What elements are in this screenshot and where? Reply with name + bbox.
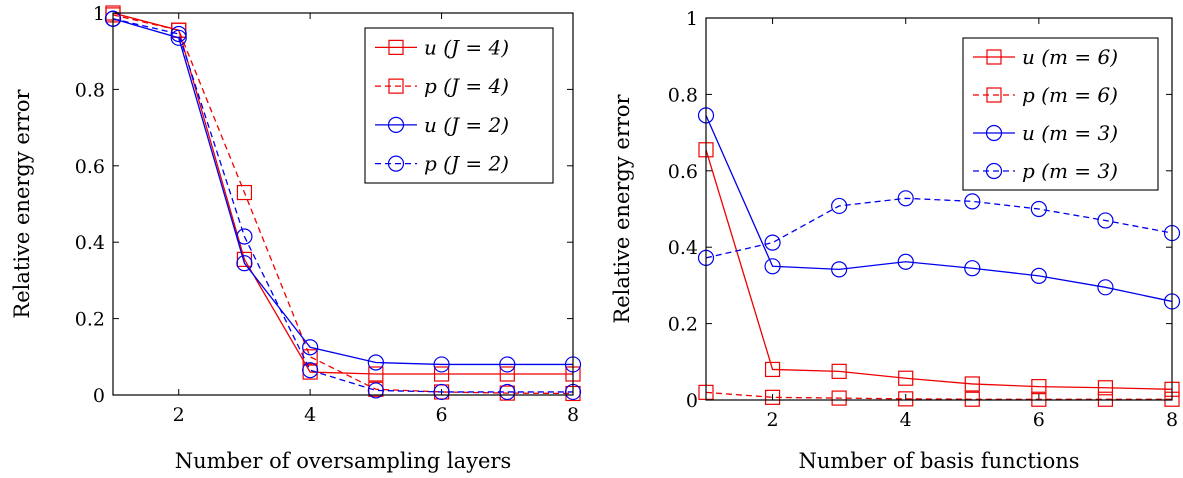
legend-swatch-marker (388, 39, 404, 55)
data-point (433, 383, 450, 401)
data-point (170, 25, 187, 43)
x-tick-label: 2 (767, 409, 779, 431)
data-point (1031, 391, 1047, 407)
data-point (831, 363, 847, 379)
data-point (1097, 279, 1114, 296)
series-line (705, 149, 1173, 390)
legend: u (J = 4) p (J = 4) u (J = 2) p (J = 2) (364, 27, 554, 184)
series-line (705, 391, 1172, 400)
y-tick-label: 0.6 (668, 161, 698, 183)
series-line (112, 18, 573, 366)
x-tick-label: 4 (900, 409, 912, 431)
data-point (964, 260, 981, 277)
y-tick-label: 1 (686, 8, 698, 30)
legend-entry-label: p (m = 6) (1022, 83, 1118, 107)
data-point (170, 29, 187, 46)
data-point (764, 361, 781, 378)
data-point (367, 354, 384, 371)
data-point (764, 234, 781, 251)
series-line (112, 18, 573, 393)
x-axis-label: Number of oversampling layers (175, 449, 512, 473)
data-point (964, 376, 980, 392)
legend-entry-label: p (m = 3) (1022, 159, 1118, 183)
data-point (1030, 267, 1047, 284)
data-point (499, 383, 516, 401)
y-tick-label: 0 (93, 385, 105, 407)
series-p-m-3- (697, 190, 1181, 266)
legend-box (962, 37, 1159, 191)
data-point (831, 197, 848, 215)
data-point (433, 356, 450, 373)
data-point (964, 391, 980, 407)
series-p-m-6- (698, 384, 1180, 407)
data-point (236, 228, 253, 245)
data-point (302, 339, 319, 356)
data-point (964, 193, 981, 210)
data-point (368, 366, 384, 382)
x-tick-label: 8 (567, 404, 579, 426)
y-tick-label: 0.2 (75, 309, 105, 331)
legend-swatch-marker (985, 124, 1003, 142)
data-point (367, 382, 384, 399)
legend-swatch-marker (388, 78, 404, 94)
legend-swatch-marker (387, 116, 405, 133)
legend-swatch-marker (387, 155, 405, 172)
data-point (302, 349, 318, 365)
plot-frame (112, 12, 574, 396)
y-tick-label: 0.6 (75, 156, 105, 178)
legend: u (m = 6) p (m = 6) u (m = 3) p (m = 3) (962, 37, 1159, 191)
y-tick-label: 0.4 (668, 237, 698, 259)
x-axis-label: Number of basis functions (798, 449, 1079, 473)
data-point (236, 255, 253, 272)
data-point (236, 184, 253, 201)
y-tick-label: 0.8 (75, 79, 105, 101)
legend-entry-label: u (J = 4) (424, 35, 509, 59)
data-point (499, 366, 515, 382)
legend-entry-label: p (J = 2) (424, 152, 509, 176)
y-tick-label: 0 (686, 390, 698, 412)
legend-entry-label: u (J = 2) (424, 113, 509, 137)
legend-swatch-marker (986, 87, 1002, 103)
data-point (1097, 380, 1114, 396)
series-line (705, 115, 1173, 303)
series-line (705, 197, 1173, 259)
data-point (898, 370, 914, 386)
y-tick-label: 1 (93, 3, 105, 25)
x-tick-label: 6 (436, 404, 448, 426)
left-chart-oversampling-layers: 2 4 6 8 0 0.2 0.4 0.6 0.8 1 Number of oversampling… (10, 3, 582, 473)
y-tick-label: 0.8 (668, 84, 698, 106)
y-tick-label: 0.2 (668, 314, 698, 336)
right-chart-basis-functions: 2 4 6 8 0 0.2 0.4 0.6 0.8 1 Number of basis functi… (610, 8, 1181, 473)
plot-frame (705, 17, 1173, 401)
legend-swatch-marker (985, 162, 1003, 180)
data-point (898, 391, 914, 407)
series-line (112, 14, 574, 395)
legend-entry-label: u (m = 6) (1022, 45, 1118, 69)
data-point (831, 261, 848, 278)
data-point (897, 253, 914, 270)
y-axis-label: Relative energy error (10, 88, 34, 318)
data-point (1097, 391, 1114, 407)
x-tick-label: 6 (1033, 409, 1045, 431)
data-point (302, 362, 319, 379)
legend-entry-label: p (J = 4) (424, 74, 509, 98)
data-point (1097, 212, 1114, 229)
data-point (764, 258, 781, 275)
data-point (831, 390, 847, 406)
legend-swatch-marker (986, 49, 1002, 65)
x-tick-label: 2 (173, 404, 185, 426)
data-point (1031, 379, 1047, 395)
x-tick-label: 4 (304, 404, 316, 426)
series-u-m-6- (698, 142, 1180, 397)
data-point (433, 366, 450, 382)
y-tick-label: 0.4 (75, 232, 105, 254)
y-axis-label: Relative energy error (610, 93, 634, 323)
data-point (897, 190, 914, 207)
x-tick-label: 8 (1166, 409, 1178, 431)
data-point (764, 389, 781, 405)
legend-entry-label: u (m = 3) (1022, 121, 1118, 145)
data-point (1030, 200, 1047, 218)
data-point (499, 356, 516, 373)
